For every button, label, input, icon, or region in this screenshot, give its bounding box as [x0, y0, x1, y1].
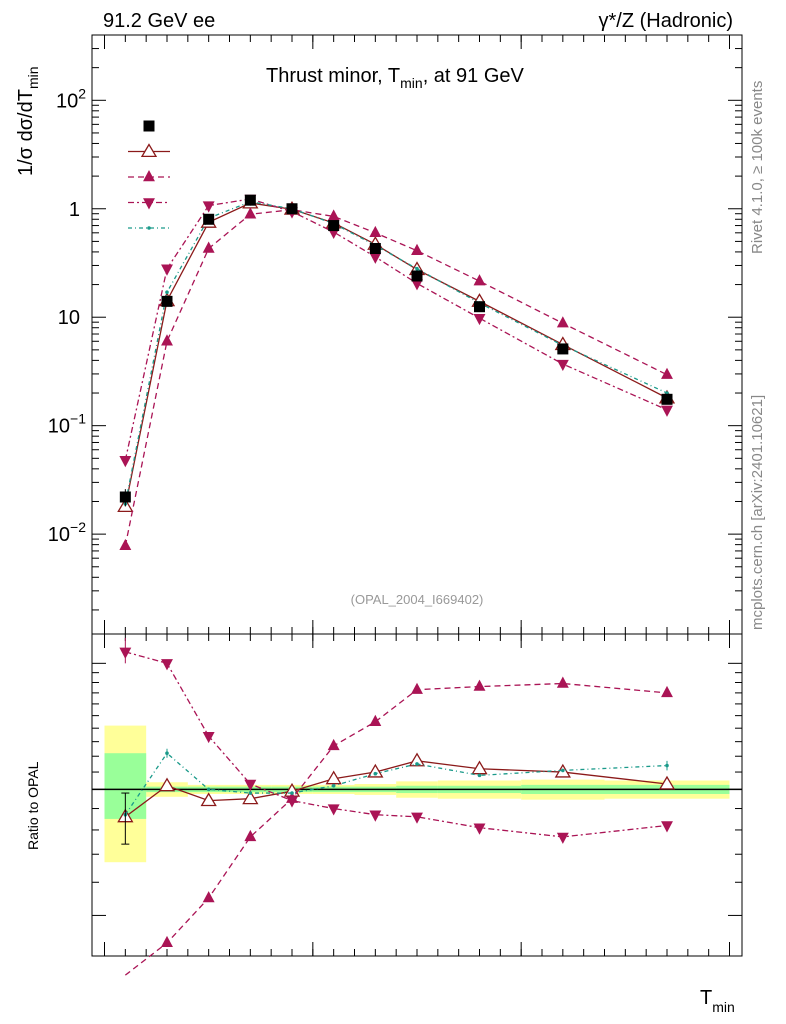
legend-marker-2 [143, 198, 155, 210]
data-point [244, 194, 256, 206]
ratio-point-0 [367, 763, 384, 778]
series-point-2 [119, 456, 132, 468]
ratio-point-3 [248, 791, 253, 795]
ratio-plot-series [117, 637, 676, 976]
legend-marker-3 [147, 226, 151, 230]
legend-marker-0 [140, 143, 158, 158]
ratio-point-3 [290, 791, 294, 795]
ratio-point-1 [369, 714, 382, 727]
ratio-point-2 [161, 659, 173, 671]
ratio-line-1 [124, 682, 668, 976]
ratio-point-1 [411, 682, 423, 694]
header-right: γ*/Z (Hadronic) [599, 10, 733, 32]
main-plot-series [117, 194, 676, 551]
ratio-point-3 [561, 768, 565, 773]
ratio-point-0 [200, 792, 217, 807]
data-point [328, 220, 340, 232]
ratio-point-1 [556, 676, 569, 688]
series-point-1 [161, 334, 173, 346]
y-tick-label: 10−2 [48, 519, 86, 546]
ratio-point-1 [327, 738, 340, 751]
series-line-2 [124, 198, 668, 461]
series-point-2 [661, 405, 673, 417]
data-point [286, 203, 298, 215]
series-point-3 [415, 266, 419, 271]
y-tick-label: 1 [69, 199, 80, 221]
ratio-point-2 [327, 804, 340, 816]
series-point-1 [411, 243, 423, 255]
ratio-point-3 [373, 771, 378, 776]
ratio-point-1 [202, 891, 215, 903]
ratio-point-2 [661, 821, 673, 833]
ratio-point-3 [331, 783, 336, 788]
ratio-point-3 [415, 762, 419, 766]
ratio-point-3 [477, 773, 482, 778]
main-panel-frame [91, 34, 743, 635]
data-point [161, 295, 173, 307]
ratio-point-1 [473, 679, 486, 691]
ratio-point-1 [161, 935, 173, 948]
ratio-point-1 [661, 685, 673, 698]
data-point [474, 301, 485, 313]
series-point-1 [473, 274, 486, 286]
header-left: 91.2 GeV ee [103, 10, 215, 32]
ratio-point-0 [658, 775, 676, 790]
ratio-point-2 [202, 731, 215, 744]
data-point [203, 213, 215, 225]
ratio-point-3 [206, 787, 211, 792]
series-point-2 [369, 252, 382, 264]
ratio-point-1 [244, 829, 257, 842]
legend [128, 120, 170, 230]
y-axis-label: 1/σ dσ/dTmin [15, 66, 41, 176]
legend-marker-opal [143, 120, 155, 132]
data-point [369, 243, 381, 255]
ratio-point-0 [242, 790, 259, 805]
ratio-axis-label: Ratio to OPAL [25, 761, 41, 850]
data-point [661, 393, 673, 405]
chart-title: Thrust minor, Tmin, at 91 GeV [266, 65, 525, 91]
series-point-1 [327, 209, 340, 221]
ratio-point-2 [369, 810, 382, 822]
analysis-watermark: (OPAL_2004_I669402) [351, 592, 484, 607]
series-point-2 [161, 264, 173, 276]
legend-marker-1 [143, 170, 155, 182]
y-tick-label: 10−1 [48, 411, 86, 438]
series-point-3 [165, 290, 169, 295]
ratio-point-0 [325, 770, 342, 785]
y-tick-label: 102 [56, 85, 86, 112]
series-point-1 [202, 241, 215, 253]
series-point-1 [244, 207, 257, 219]
data-point [557, 343, 569, 355]
series-point-1 [369, 225, 382, 238]
ratio-point-0 [158, 777, 176, 792]
ratio-point-2 [556, 832, 569, 844]
x-axis-label: Tmin [700, 987, 735, 1015]
ratio-point-2 [244, 779, 257, 791]
series-line-1 [124, 209, 668, 546]
data-point [411, 270, 423, 282]
ratio-point-2 [286, 796, 298, 808]
axes-ticks: 102 1 10 10−1 10−2 [48, 34, 742, 956]
series-point-2 [202, 201, 215, 213]
y-tick-label: 10 [58, 307, 80, 329]
series-point-1 [556, 316, 569, 328]
ratio-point-2 [411, 812, 423, 824]
ratio-point-2 [473, 823, 486, 835]
series-point-2 [473, 313, 486, 326]
rivet-version-label: Rivet 4.1.0, ≥ 100k events [749, 81, 766, 254]
ratio-line-2 [125, 651, 668, 838]
series-point-2 [556, 359, 569, 372]
mcplots-source-label: mcplots.cern.ch [arXiv:2401.10621] [749, 395, 766, 630]
series-point-1 [661, 367, 673, 379]
series-point-1 [119, 538, 132, 551]
series-point-2 [411, 279, 423, 291]
